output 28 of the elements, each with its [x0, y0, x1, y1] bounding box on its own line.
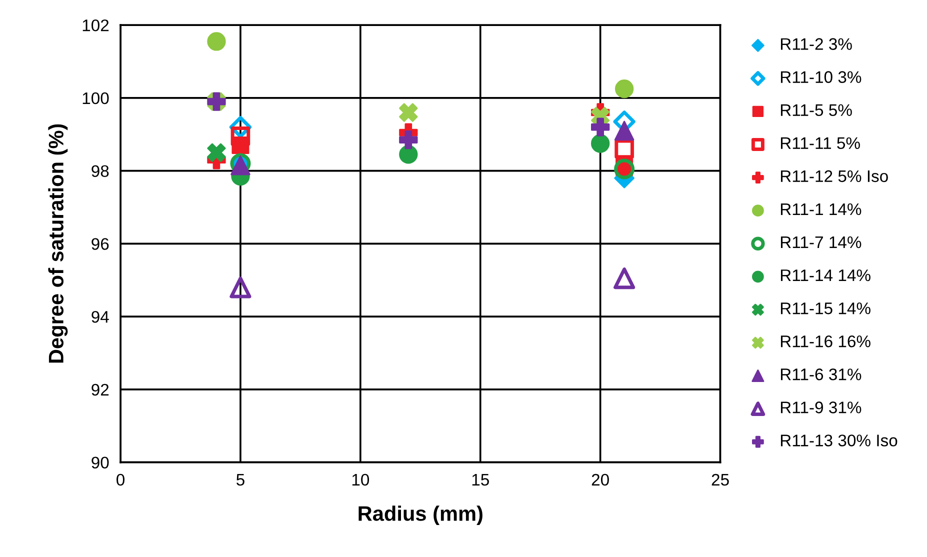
legend-label: R11-9 31%: [780, 402, 862, 414]
legend-label: R11-15 14%: [780, 302, 870, 314]
x-tick-label: 10: [352, 474, 370, 486]
x-axis-title: Radius (mm): [358, 506, 482, 526]
y-axis-title: Degree of saturation (%): [48, 124, 68, 363]
y-tick-label: 100: [82, 92, 109, 104]
y-tick-label: 90: [92, 456, 109, 469]
legend-label: R11-16 16%: [780, 335, 870, 348]
y-tick-label: 96: [92, 238, 109, 250]
x-tick-label: 0: [116, 474, 124, 486]
legend-label: R11-7 14%: [780, 236, 862, 248]
y-tick-label: 102: [82, 19, 109, 32]
legend-label: R11-1 14%: [780, 203, 862, 216]
x-tick-label: 15: [472, 474, 489, 486]
legend-label: R11-2 3%: [780, 38, 852, 50]
x-tick-label: 5: [236, 474, 244, 486]
y-tick-label: 98: [92, 165, 109, 178]
legend-label: R11-5 5%: [780, 104, 852, 116]
x-tick-label: 25: [712, 474, 729, 486]
legend-label: R11-11 5%: [780, 137, 860, 150]
legend-label: R11-13 30% Iso: [780, 434, 898, 446]
y-tick-label: 92: [92, 384, 109, 396]
y-tick-label: 94: [92, 310, 109, 323]
legend-label: R11-14 14%: [780, 269, 870, 282]
x-tick-label: 20: [592, 474, 609, 486]
legend-label: R11-6 31%: [780, 368, 862, 380]
legend-label: R11-12 5% Iso: [780, 170, 888, 182]
legend-label: R11-10 3%: [780, 71, 862, 83]
